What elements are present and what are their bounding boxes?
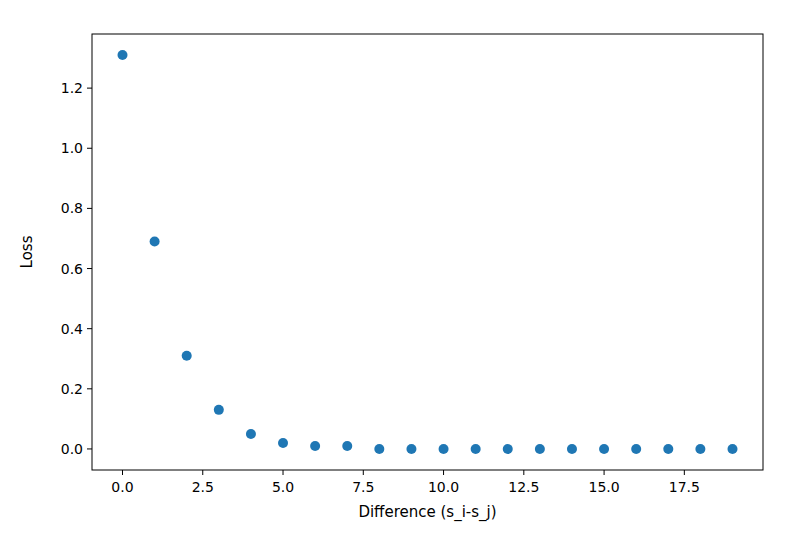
point (503, 444, 513, 454)
background (0, 0, 798, 554)
point (342, 441, 352, 451)
x-tick (443, 470, 444, 475)
point (310, 441, 320, 451)
point (150, 236, 160, 246)
y-tick-label: 0.6 (61, 261, 83, 277)
y-tick (87, 88, 92, 89)
chart: 0.0 2.5 5.0 7.5 10.0 12.5 15.0 17.5 0.0 0.2 0.4 0.6… (0, 0, 798, 554)
x-tick (363, 470, 364, 475)
y-tick-label: 0.8 (61, 200, 83, 216)
y-axis-label: Loss (18, 235, 36, 268)
y-tick (87, 448, 92, 449)
point (728, 444, 738, 454)
x-tick (202, 470, 203, 475)
point (182, 351, 192, 361)
plot-frame (92, 34, 763, 470)
y-tick-label: 1.2 (61, 80, 83, 96)
x-tick-label: 5.0 (272, 479, 294, 495)
y-tick (87, 208, 92, 209)
x-tick-label: 2.5 (192, 479, 214, 495)
point (278, 438, 288, 448)
y-tick-label: 1.0 (61, 140, 83, 156)
point (118, 50, 128, 60)
y-tick-label: 0.4 (61, 321, 83, 337)
x-axis-label: Difference (s_i-s_j) (358, 503, 496, 522)
point (599, 444, 609, 454)
point (246, 429, 256, 439)
y-tick (87, 328, 92, 329)
x-tick-label: 15.0 (588, 479, 619, 495)
point (214, 405, 224, 415)
point (663, 444, 673, 454)
x-tick-label: 0.0 (111, 479, 133, 495)
point (439, 444, 449, 454)
x-tick (283, 470, 284, 475)
x-tick-label: 10.0 (428, 479, 459, 495)
y-tick (87, 268, 92, 269)
x-tick (684, 470, 685, 475)
x-tick-label: 17.5 (669, 479, 700, 495)
point (695, 444, 705, 454)
point (406, 444, 416, 454)
point (374, 444, 384, 454)
x-tick-label: 7.5 (352, 479, 374, 495)
point (535, 444, 545, 454)
point (567, 444, 577, 454)
y-tick (87, 388, 92, 389)
x-tick (523, 470, 524, 475)
plot-area (118, 50, 738, 454)
point (631, 444, 641, 454)
x-tick (604, 470, 605, 475)
x-tick (122, 470, 123, 475)
y-tick (87, 148, 92, 149)
x-tick-label: 12.5 (508, 479, 539, 495)
point (471, 444, 481, 454)
y-tick-label: 0.0 (61, 441, 83, 457)
y-tick-label: 0.2 (61, 381, 83, 397)
